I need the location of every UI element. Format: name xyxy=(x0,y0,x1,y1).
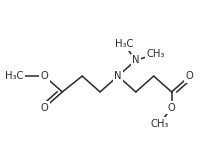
Text: H₃C: H₃C xyxy=(115,39,133,49)
Text: O: O xyxy=(41,71,48,81)
Text: CH₃: CH₃ xyxy=(146,49,165,59)
Text: N: N xyxy=(132,55,140,65)
Text: O: O xyxy=(186,71,193,81)
Text: N: N xyxy=(114,71,122,81)
Text: O: O xyxy=(41,103,48,113)
Text: O: O xyxy=(168,103,176,113)
Text: H₃C: H₃C xyxy=(5,71,24,81)
Text: CH₃: CH₃ xyxy=(150,119,169,129)
